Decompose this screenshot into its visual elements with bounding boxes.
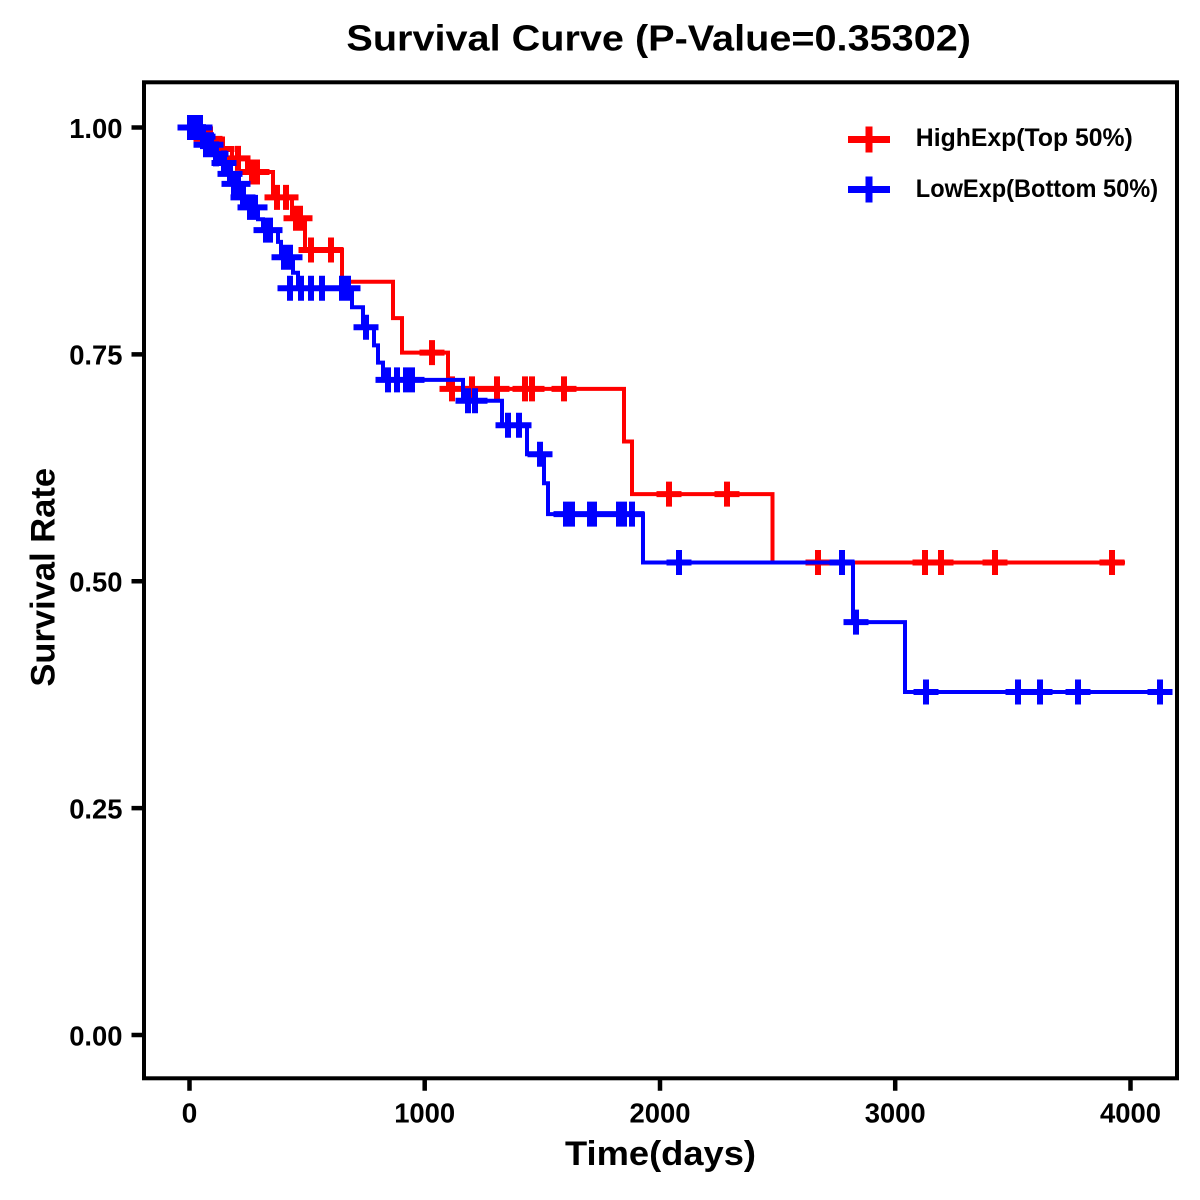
svg-text:0.75: 0.75 bbox=[69, 339, 122, 371]
svg-text:0.25: 0.25 bbox=[69, 792, 122, 824]
svg-text:Survival Curve (P-Value=0.3530: Survival Curve (P-Value=0.35302) bbox=[346, 17, 971, 58]
svg-text:1000: 1000 bbox=[394, 1097, 455, 1129]
svg-text:Survival Rate: Survival Rate bbox=[24, 468, 62, 687]
svg-text:Time(days): Time(days) bbox=[565, 1135, 756, 1173]
svg-text:0: 0 bbox=[182, 1097, 198, 1129]
svg-text:4000: 4000 bbox=[1100, 1097, 1161, 1129]
svg-text:2000: 2000 bbox=[630, 1097, 691, 1129]
svg-text:LowExp(Bottom 50%): LowExp(Bottom 50%) bbox=[916, 175, 1158, 203]
svg-text:0.50: 0.50 bbox=[69, 566, 122, 598]
svg-text:HighExp(Top 50%): HighExp(Top 50%) bbox=[916, 124, 1133, 152]
svg-text:0.00: 0.00 bbox=[69, 1019, 122, 1051]
svg-text:1.00: 1.00 bbox=[69, 112, 122, 144]
svg-text:3000: 3000 bbox=[865, 1097, 926, 1129]
